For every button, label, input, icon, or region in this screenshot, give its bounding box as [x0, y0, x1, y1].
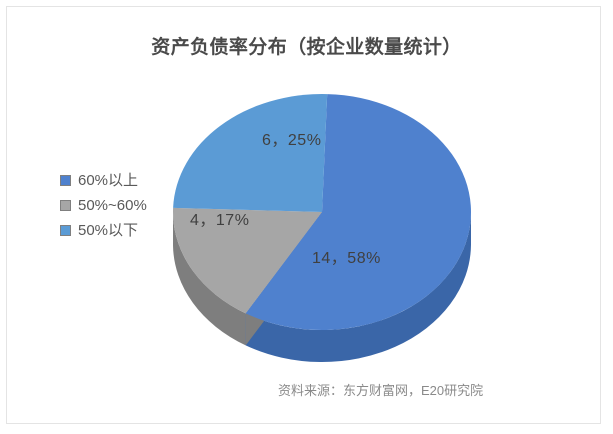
legend-swatch-icon	[60, 175, 71, 186]
legend-item-50-and-below[interactable]: 50%以下	[60, 218, 175, 243]
legend-item-50-to-60[interactable]: 50%~60%	[60, 193, 175, 218]
pie-top-faces	[172, 93, 471, 330]
legend-item-label: 50%~60%	[78, 197, 147, 214]
slice-label-50-and-below: 6，25%	[262, 132, 322, 149]
legend-swatch-icon	[60, 200, 71, 211]
slice-label-50-to-60: 4，17%	[190, 212, 250, 229]
pie-slice-3	[173, 93, 328, 212]
chart-legend: 60%以上 50%~60% 50%以下	[60, 168, 175, 243]
pie-side-1	[245, 213, 471, 362]
legend-item-label: 60%以上	[78, 172, 139, 189]
legend-item-60-and-above[interactable]: 60%以上	[60, 168, 175, 193]
chart-title: 资产负债率分布（按企业数量统计）	[151, 37, 462, 58]
legend-swatch-icon	[60, 225, 71, 236]
slice-label-60-and-above: 14，58%	[312, 250, 381, 267]
legend-item-label: 50%以下	[78, 222, 139, 239]
pie-slice-1	[245, 94, 471, 330]
source-attribution: 资料来源：东方财富网，E20研究院	[278, 383, 484, 398]
pie-side-2	[173, 213, 246, 346]
pie-slice-2	[172, 207, 322, 314]
